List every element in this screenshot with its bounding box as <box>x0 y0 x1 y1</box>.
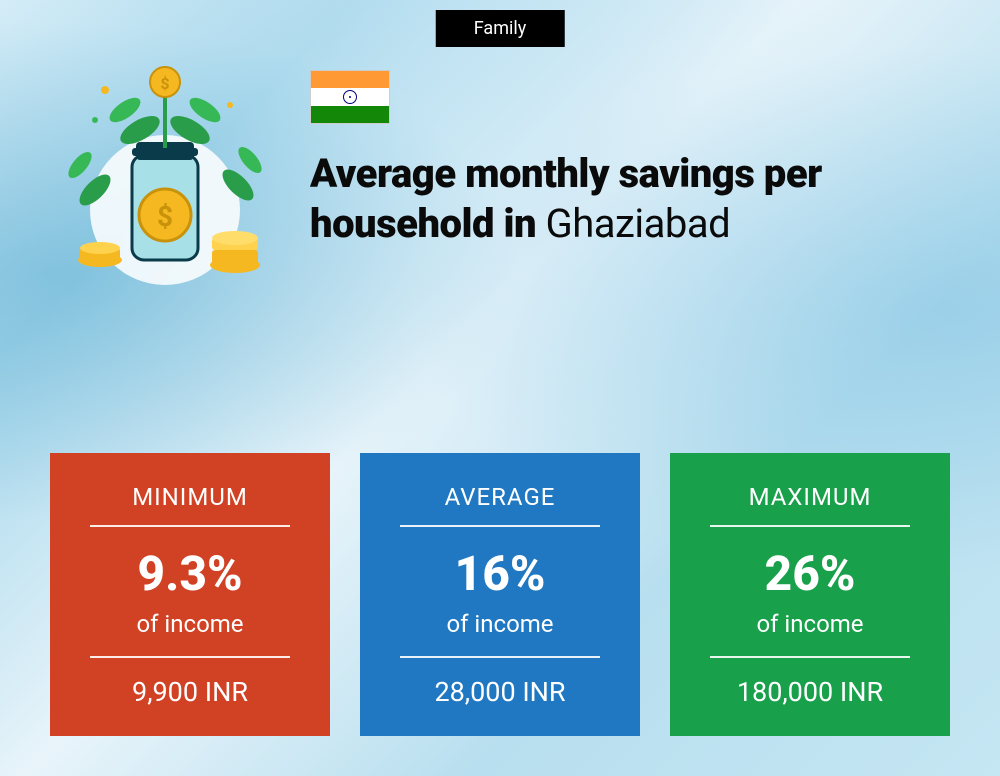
card-percent: 26% <box>690 545 930 602</box>
stats-cards-row: MINIMUM 9.3% of income 9,900 INR AVERAGE… <box>50 453 950 736</box>
page-title: Average monthly savings per household in… <box>310 149 950 249</box>
card-label: AVERAGE <box>400 483 600 527</box>
card-subtitle: of income <box>90 610 290 658</box>
stat-card-maximum: MAXIMUM 26% of income 180,000 INR <box>670 453 950 736</box>
card-percent: 16% <box>380 545 620 602</box>
ashoka-chakra-icon <box>343 90 357 104</box>
title-location: Ghaziabad <box>546 200 731 247</box>
header-text: Average monthly savings per household in… <box>310 60 950 290</box>
stat-card-average: AVERAGE 16% of income 28,000 INR <box>360 453 640 736</box>
india-flag-icon <box>310 70 390 124</box>
category-label: Family <box>436 10 565 47</box>
svg-text:$: $ <box>160 74 169 93</box>
flag-stripe-saffron <box>311 71 389 88</box>
card-label: MAXIMUM <box>710 483 910 527</box>
flag-stripe-green <box>311 106 389 123</box>
card-percent: 9.3% <box>70 545 310 602</box>
stat-card-minimum: MINIMUM 9.3% of income 9,900 INR <box>50 453 330 736</box>
svg-text:$: $ <box>157 200 173 233</box>
card-label: MINIMUM <box>90 483 290 527</box>
savings-illustration: $ $ <box>50 60 280 290</box>
header-section: $ $ <box>50 60 950 290</box>
card-amount: 9,900 INR <box>70 676 310 708</box>
card-subtitle: of income <box>400 610 600 658</box>
card-subtitle: of income <box>710 610 910 658</box>
flag-stripe-white <box>311 88 389 105</box>
card-amount: 180,000 INR <box>690 676 930 708</box>
card-amount: 28,000 INR <box>380 676 620 708</box>
